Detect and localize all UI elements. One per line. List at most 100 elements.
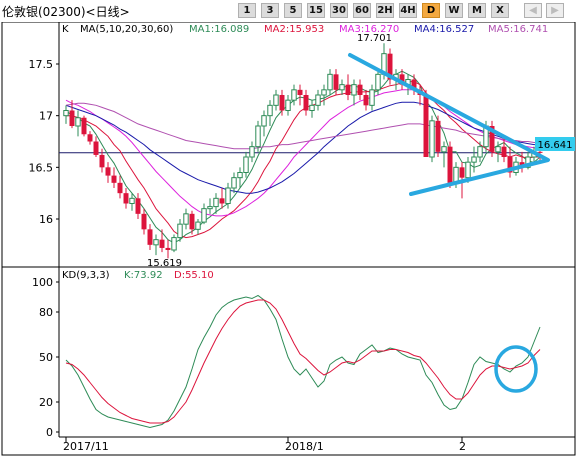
kd-legend: KD(9,3,3) K:73.92 D:55.10 <box>62 270 214 281</box>
period-button-2h[interactable]: 2H <box>376 3 394 18</box>
candle-body <box>327 73 333 91</box>
ma-lines <box>65 70 541 244</box>
ma-legend-params: MA(5,10,20,30,60) <box>80 24 173 35</box>
candle-body <box>279 95 285 111</box>
candle-body <box>135 198 141 214</box>
period-button-3[interactable]: 3 <box>261 3 279 18</box>
candle-body <box>285 99 291 111</box>
period-button-5[interactable]: 5 <box>284 3 302 18</box>
k-value-label: K:73.92 <box>124 270 163 281</box>
candle-body <box>63 110 69 117</box>
candle-body <box>345 84 351 95</box>
candle-body <box>117 182 123 194</box>
candle-body <box>351 84 357 96</box>
candle-body <box>183 213 189 225</box>
candle-body <box>465 161 471 179</box>
period-button-d[interactable]: D <box>422 3 440 18</box>
candlesticks <box>63 43 543 259</box>
x-tick-label: 2017/11 <box>63 440 109 453</box>
candle-body <box>189 213 195 230</box>
period-button-x[interactable]: X <box>491 3 509 18</box>
candle-body <box>363 95 369 106</box>
candle-body <box>231 177 237 189</box>
ma-line-ma2 <box>66 81 540 239</box>
candle-body <box>315 94 321 106</box>
candle-body <box>147 229 153 245</box>
candle-body <box>261 115 267 127</box>
ma4-label: MA4:16.527 <box>414 24 474 35</box>
candle-body <box>525 156 531 168</box>
low-label: 15.619 <box>147 258 182 269</box>
kd-tick-label: 20 <box>39 396 53 409</box>
candle-body <box>267 104 273 117</box>
arrow-right-icon[interactable]: ▶ <box>546 3 564 18</box>
candle-body <box>339 84 345 91</box>
candle-body <box>459 167 465 178</box>
candle-body <box>441 146 447 153</box>
price-tick-label: 16 <box>39 213 53 226</box>
period-button-w[interactable]: W <box>445 3 463 18</box>
candle-body <box>501 146 507 157</box>
arrow-left-icon[interactable]: ◀ <box>524 3 542 18</box>
kd-legend-params: KD(9,3,3) <box>62 270 110 281</box>
chart-frame <box>1 22 576 456</box>
candle-body <box>297 89 303 95</box>
ma2-label: MA2:15.953 <box>264 24 324 35</box>
d-value-label: D:55.10 <box>174 270 214 281</box>
candle-body <box>495 146 501 153</box>
ma-legend: K MA(5,10,20,30,60) MA1:16.089 MA2:15.95… <box>62 24 548 35</box>
kd-tick-label: 0 <box>46 426 53 439</box>
candle-body <box>369 89 375 106</box>
candle-body <box>243 156 249 173</box>
candle-body <box>219 198 225 204</box>
current-price-box: 16.641 <box>535 137 575 151</box>
candle-body <box>489 126 495 152</box>
candle-body <box>111 175 117 183</box>
current-price-value: 16.641 <box>538 140 573 151</box>
chart-area[interactable]: K MA(5,10,20,30,60) MA1:16.089 MA2:15.95… <box>0 22 577 457</box>
price-tick-label: 16.5 <box>29 161 54 174</box>
candle-body <box>411 79 417 90</box>
kd-line-k <box>65 294 541 429</box>
ma-line-ma4 <box>65 101 540 194</box>
period-button-30[interactable]: 30 <box>330 3 348 18</box>
candle-body <box>81 117 87 135</box>
candle-body <box>255 125 261 148</box>
candle-body <box>477 146 483 158</box>
period-button-15[interactable]: 15 <box>307 3 325 18</box>
candle-body <box>159 239 165 248</box>
triangle-pattern <box>348 53 550 196</box>
kd-tick-label: 50 <box>39 351 53 364</box>
candle-body <box>321 89 327 96</box>
ma3-label: MA3:16.270 <box>339 24 399 35</box>
kd-tick-label: 100 <box>32 276 53 289</box>
candle-body <box>225 187 231 204</box>
candle-body <box>171 237 177 251</box>
ma-line-ma3 <box>65 89 541 217</box>
kd-circle-annotation <box>494 345 538 393</box>
x-axis: 2017/11 2018/1 2 <box>63 437 466 453</box>
candle-body <box>201 208 207 223</box>
candle-body <box>177 223 183 239</box>
ma-line-ma1 <box>65 70 541 244</box>
period-button-m[interactable]: M <box>468 3 486 18</box>
high-label: 17.701 <box>357 33 392 44</box>
kd-lines <box>65 294 541 429</box>
candle-body <box>387 53 393 80</box>
candle-body <box>87 134 93 142</box>
candle-body <box>141 213 147 230</box>
period-button-1[interactable]: 1 <box>238 3 256 18</box>
period-button-60[interactable]: 60 <box>353 3 371 18</box>
candle-body <box>357 84 363 95</box>
candle-body <box>207 206 213 210</box>
period-button-4h[interactable]: 4H <box>399 3 417 18</box>
candle-body <box>333 74 339 90</box>
kd-tick-label: 80 <box>39 306 53 319</box>
candle-body <box>69 110 75 126</box>
candle-body <box>153 239 159 246</box>
candle-body <box>375 73 381 91</box>
candle-body <box>399 74 405 85</box>
x-tick-label: 2 <box>459 440 466 453</box>
candle-body <box>75 117 81 127</box>
ma-legend-prefix: K <box>62 24 69 35</box>
